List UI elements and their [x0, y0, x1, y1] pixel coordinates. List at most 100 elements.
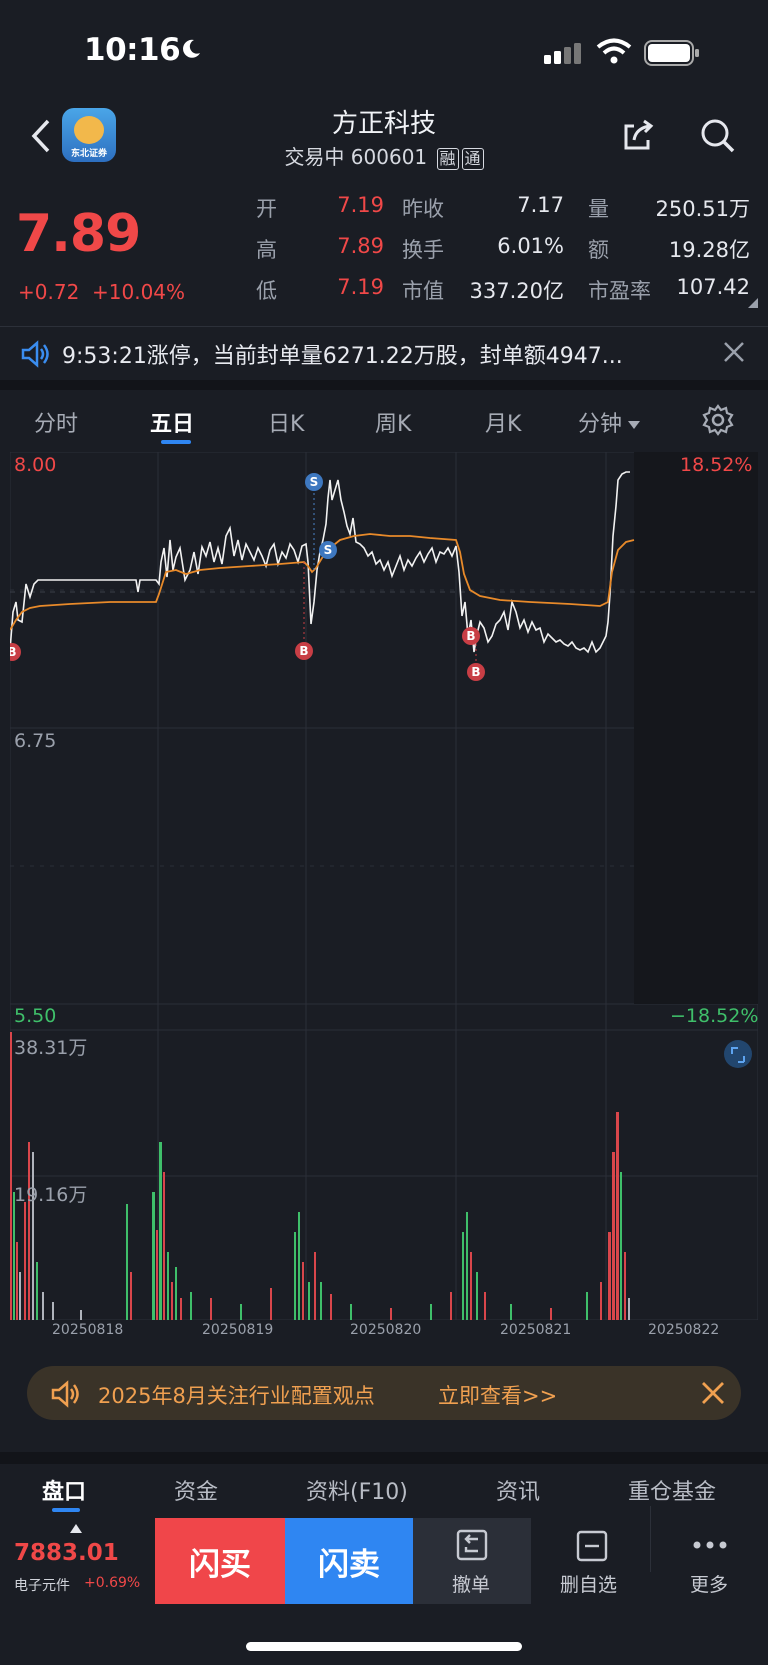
pct-bottom-label: −18.52%: [670, 1005, 759, 1027]
quote-grid: 开 7.19 昨收 7.17 量 250.51万 高 7.89 换手 6.01%…: [256, 193, 756, 316]
change-amount: +0.72: [18, 280, 80, 304]
active-tab-indicator: [52, 1508, 80, 1512]
search-icon[interactable]: [700, 118, 736, 154]
section-gap: [0, 1452, 768, 1464]
svg-text:S: S: [310, 475, 319, 489]
avg-price-line: [10, 533, 635, 631]
pe-ratio-label: 市盈率: [588, 279, 651, 303]
tab-f10[interactable]: 资料(F10): [306, 1480, 408, 1505]
date-label: 20250819: [202, 1322, 274, 1338]
svg-text:S: S: [324, 543, 333, 557]
app-logo-text: 东北证券: [70, 149, 107, 159]
tab-news[interactable]: 资讯: [496, 1480, 541, 1505]
back-icon[interactable]: [30, 118, 52, 154]
volume-max-label: 38.31万: [14, 1037, 88, 1059]
tab-intraday[interactable]: 分时: [34, 412, 79, 437]
date-label: 20250822: [648, 1322, 720, 1338]
cancel-order-label: 撤单: [452, 1574, 491, 1596]
quote-row-3: 低 7.19 市值 337.20亿 市盈率 107.42: [256, 275, 756, 316]
high-value: 7.89: [337, 234, 384, 258]
close-notice-icon[interactable]: [722, 340, 746, 364]
expand-quote-icon[interactable]: [748, 298, 758, 308]
close-icon[interactable]: [700, 1380, 726, 1406]
market-cap-value: 337.20亿: [469, 279, 564, 303]
tab-weekly-k[interactable]: 周K: [375, 412, 412, 437]
quick-sell-button[interactable]: 闪卖: [285, 1518, 413, 1604]
volume-mid-label: 19.16万: [14, 1184, 88, 1206]
stock-code: 600601: [350, 145, 428, 169]
more-icon[interactable]: [693, 1540, 727, 1550]
pct-top-label: 18.52%: [680, 454, 753, 476]
quote-row-2: 高 7.89 换手 6.01% 额 19.28亿: [256, 234, 756, 275]
tab-minute[interactable]: 分钟: [578, 406, 641, 438]
trade-markers: B B S S B B: [10, 473, 485, 681]
quick-buy-button[interactable]: 闪买: [155, 1518, 285, 1604]
speaker-icon: [21, 340, 49, 368]
fullscreen-button[interactable]: [724, 1040, 752, 1068]
share-icon[interactable]: [620, 118, 656, 154]
promo-link[interactable]: 立即查看>>: [438, 1384, 558, 1408]
five-day-chart[interactable]: B B S S B B: [10, 452, 758, 1320]
quote-row-1: 开 7.19 昨收 7.17 量 250.51万: [256, 193, 756, 234]
battery-icon: [644, 40, 699, 66]
trading-status: 交易中: [284, 145, 345, 169]
status-time: 10:16: [84, 32, 181, 68]
low-value: 7.19: [337, 275, 384, 299]
high-label: 高: [256, 238, 277, 262]
home-indicator: [246, 1642, 522, 1651]
amount-label: 额: [588, 238, 609, 262]
connect-tag: 通: [461, 148, 484, 170]
volume-label: 量: [588, 197, 609, 221]
more-label[interactable]: 更多: [690, 1574, 729, 1596]
speaker-icon: [51, 1380, 79, 1408]
price-change: +0.72 +10.04%: [18, 280, 185, 304]
pe-ratio-value: 107.42: [676, 275, 750, 299]
tab-capital-flow[interactable]: 资金: [174, 1480, 219, 1505]
app-logo[interactable]: 东北证券: [62, 108, 116, 162]
price-line: [10, 471, 630, 654]
tab-daily-k[interactable]: 日K: [268, 412, 305, 437]
divider: [0, 326, 768, 327]
date-label: 20250818: [52, 1322, 124, 1338]
turnover-value: 6.01%: [497, 234, 564, 258]
y-top-label: 8.00: [14, 454, 57, 476]
volume-bars: [10, 1032, 630, 1320]
remove-watchlist-label[interactable]: 删自选: [560, 1574, 618, 1596]
prev-close-value: 7.17: [517, 193, 564, 217]
tab-monthly-k[interactable]: 月K: [485, 412, 522, 437]
sector-change: +0.69%: [84, 1575, 141, 1591]
y-bottom-label: 5.50: [14, 1005, 57, 1027]
cancel-order-button[interactable]: [413, 1518, 531, 1604]
change-percent: +10.04%: [92, 280, 186, 304]
fullscreen-icon: [731, 1047, 745, 1063]
limit-up-notice[interactable]: 9:53:21涨停，当前封单量6271.22万股，封单额4947...: [62, 344, 623, 369]
tab-five-day[interactable]: 五日: [150, 412, 195, 437]
svg-text:B: B: [10, 645, 17, 659]
active-tab-indicator: [161, 440, 191, 444]
svg-text:B: B: [299, 644, 308, 658]
turnover-label: 换手: [402, 238, 444, 262]
remove-watchlist-icon[interactable]: [576, 1530, 608, 1562]
tab-order-book[interactable]: 盘口: [42, 1480, 87, 1505]
amount-value: 19.28亿: [668, 238, 750, 262]
stock-subtitle: 交易中 600601 融通: [0, 141, 768, 170]
cellular-signal-icon: [544, 43, 581, 64]
prev-close-label: 昨收: [402, 197, 444, 221]
wifi-icon: [596, 38, 632, 64]
open-label: 开: [256, 197, 277, 221]
price-grid: [10, 452, 758, 1320]
promo-text: 2025年8月关注行业配置观点: [98, 1384, 375, 1408]
section-gap: [0, 380, 768, 390]
promo-banner[interactable]: [27, 1366, 741, 1420]
arrow-up-icon: [70, 1524, 82, 1533]
sector-name: 电子元件: [14, 1578, 70, 1594]
chevron-down-icon: [628, 421, 641, 429]
sector-index-value[interactable]: 7883.01: [14, 1540, 119, 1566]
volume-value: 250.51万: [655, 197, 750, 221]
date-label: 20250820: [350, 1322, 422, 1338]
future-area: [634, 452, 758, 1004]
gear-icon[interactable]: [702, 404, 734, 436]
market-cap-label: 市值: [402, 279, 444, 303]
tab-fund-holdings[interactable]: 重仓基金: [628, 1480, 717, 1505]
svg-text:B: B: [471, 665, 480, 679]
